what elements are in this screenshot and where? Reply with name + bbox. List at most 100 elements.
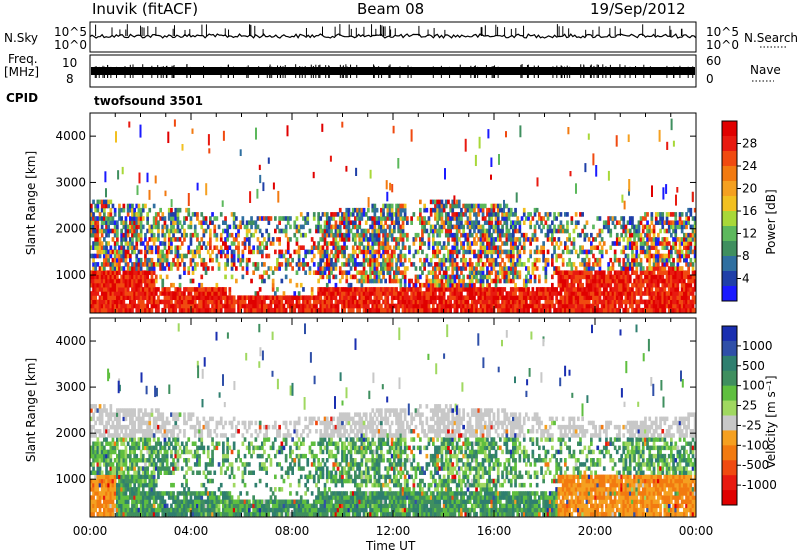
power-panel-cell [351,249,355,255]
power-panel-cell [544,278,548,284]
power-panel-cell [464,295,468,300]
power-panel-cell [661,224,665,230]
power-panel-cell [544,266,548,271]
power-panel-cell [386,203,390,209]
power-panel-cell [111,274,115,280]
power-panel-cell [185,295,188,300]
power-panel-cell [150,232,154,238]
power-panel-cell [293,307,297,313]
power-panel-cell [386,237,390,242]
power-panel-cell [224,266,227,271]
power-panel-cell [347,295,351,300]
power-panel-cell [176,262,180,267]
power-panel-cell [551,220,554,225]
power-panel-cell [451,199,455,205]
power-panel-cell [354,295,357,300]
power-panel-cell [436,245,439,250]
power-panel-cell [641,282,645,288]
power-panel-cell [217,291,221,296]
power-panel-cell [150,257,154,263]
power-panel-cell [592,253,595,259]
power-panel-cell [399,207,403,213]
power-panel-cell [341,249,344,255]
power-panel-cell [570,299,574,305]
power-panel-cell [196,237,199,242]
power-panel-cell [193,291,197,296]
power-panel-cell [239,299,242,305]
power-panel-cell [139,207,143,213]
power-panel-cell [505,307,509,313]
power-panel-cell [133,287,136,292]
power-panel-cell [475,274,478,280]
power-panel-cell [581,262,584,267]
power-panel-cell [237,303,240,309]
power-panel-cell [116,282,119,288]
nsky-label: N.Sky [4,31,39,45]
power-panel-cell [312,216,316,221]
power-panel-cell [455,228,459,234]
power-panel-cell [174,216,178,221]
power-panel-cell [527,216,530,221]
power-panel-cell [538,287,541,292]
power-panel-cell [538,249,541,255]
power-panel-cell [271,299,275,305]
power-panel-cell [432,295,435,300]
power-panel-cell [202,216,206,221]
power-panel-cell [527,303,530,309]
power-panel-cell [488,220,491,225]
power-panel-cell [561,224,565,230]
power-panel-cell [553,212,556,217]
power-panel-cell [356,291,359,296]
power-panel-cell [605,249,608,255]
power-panel-cell [401,270,405,275]
power-panel-cell [308,299,312,305]
power-panel-cell [343,253,346,259]
power-panel-sparse-echo [672,140,675,147]
power-panel-cell [170,245,173,250]
power-panel-cell [529,299,532,305]
power-panel-cell [481,224,485,230]
power-panel-cell [475,216,478,221]
power-panel-cell [581,299,584,305]
power-panel-cell [274,299,277,305]
power-panel-cell [323,224,327,230]
power-panel-cell [455,237,459,242]
power-panel-cell [103,262,106,267]
power-panel-cell [183,253,186,259]
power-panel-cell [457,278,461,284]
power-panel-cell [384,291,387,296]
power-panel-cell [494,212,498,217]
power-panel-cell [429,257,433,263]
power-panel-cell [111,303,115,309]
power-panel-cell [343,295,346,300]
power-panel-cell [395,203,398,209]
power-panel-cell [397,291,400,296]
power-panel-cell [436,303,439,309]
power-panel-sparse-echo [676,187,679,193]
power-panel-cell [269,241,273,246]
power-panel-cell [118,295,121,300]
power-panel-cell [516,295,520,300]
power-panel-cell [488,245,491,250]
power-panel-cell [362,287,366,292]
power-panel-cell [548,237,552,242]
power-panel-cell [258,241,262,246]
power-panel-cell [551,291,554,296]
power-panel-cell [170,212,173,217]
power-panel-cell [135,232,139,238]
power-panel-cell [347,224,351,230]
power-panel-cell [425,278,429,284]
power-panel-cell [122,237,126,242]
power-panel-cell [464,262,468,267]
power-panel-cell [224,253,227,259]
power-panel-cell [566,278,569,284]
power-panel-cell [503,266,507,271]
power-panel-cell [129,224,132,230]
power-panel-cell [373,278,377,284]
power-panel-cell [191,212,195,217]
power-panel-cell [425,253,429,259]
power-panel-cell [129,270,132,275]
power-panel-cell [496,237,500,242]
power-panel-cell [343,291,346,296]
power-panel-cell [241,266,245,271]
